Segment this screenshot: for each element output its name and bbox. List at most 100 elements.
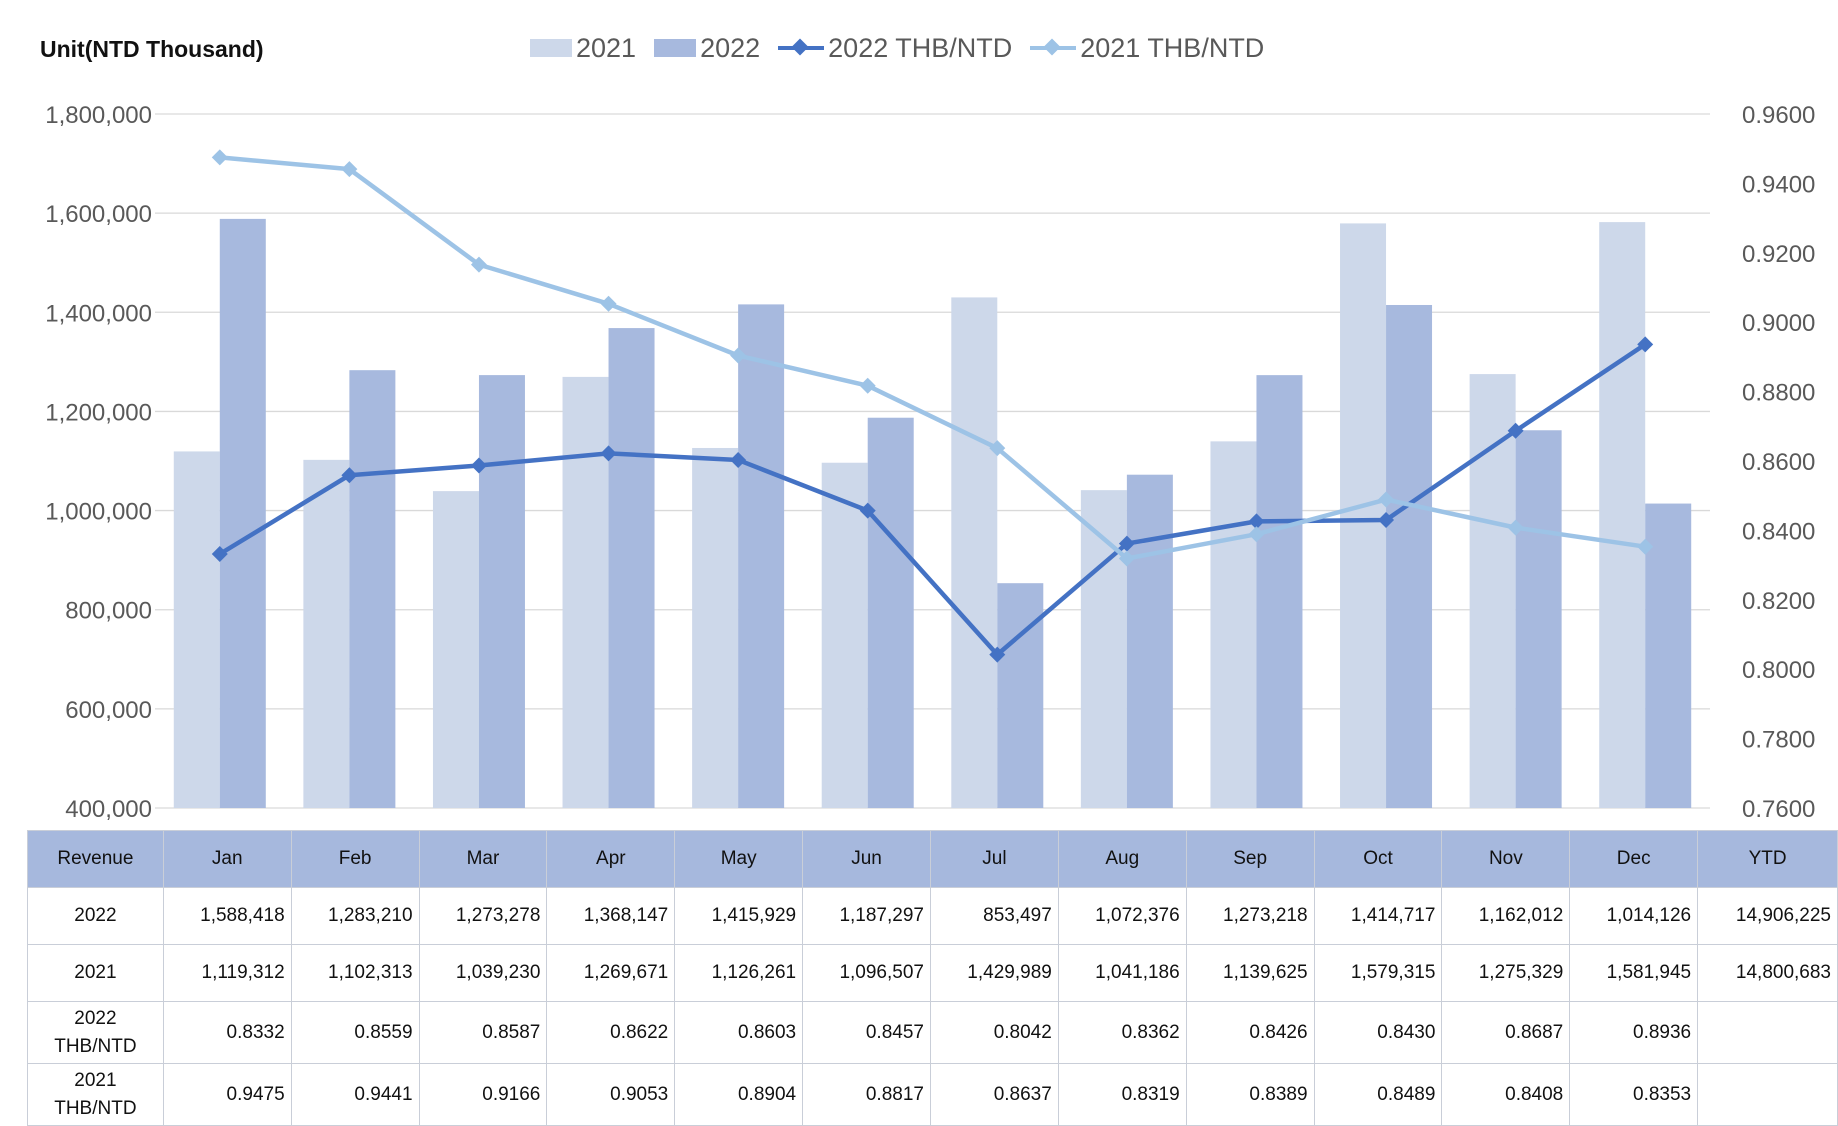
table-cell: 0.9441 [290, 1063, 420, 1126]
table-row-label: 2021 [27, 944, 164, 1002]
table-cell: 1,102,313 [290, 944, 420, 1002]
y-left-tick-label: 1,400,000 [45, 300, 152, 327]
table-header-apr: Apr [546, 830, 676, 888]
legend-label-2022: 2022 [700, 32, 761, 63]
table-cell: 1,273,278 [418, 887, 548, 945]
revenue-table: Revenue Jan Feb Mar Apr May Jun Jul Aug Sep Oct Nov… [27, 830, 1838, 1126]
bar-2022 [349, 370, 396, 808]
legend-marker-2022-thb-ntd [778, 39, 825, 57]
point-2021-thb-ntd [859, 377, 876, 394]
y-right-tick-label: 0.9200 [1742, 241, 1815, 268]
bar-2021 [1080, 490, 1127, 808]
table-header-ytd: YTD [1697, 830, 1838, 888]
legend-item-2021: 2021 [530, 33, 636, 64]
table-header-jun: Jun [802, 830, 931, 888]
table-cell [1697, 1063, 1838, 1126]
table-cell: 1,581,945 [1569, 944, 1699, 1002]
table-cell: 1,162,012 [1441, 887, 1571, 945]
table-cell: 1,283,210 [290, 887, 420, 945]
table-cell: 0.8362 [1057, 1001, 1187, 1064]
table-cell: 853,497 [929, 887, 1059, 945]
y-right-tick-label: 0.8000 [1742, 657, 1815, 684]
table-row-label: 2021 THB/NTD [27, 1063, 164, 1126]
bar-2022 [867, 417, 914, 808]
bar-2022 [608, 328, 655, 808]
bar-2021 [951, 297, 998, 808]
bar-2022 [1126, 474, 1173, 808]
table-cell: 1,139,625 [1185, 944, 1315, 1002]
table-header-feb: Feb [290, 830, 420, 888]
table-cell: 0.8430 [1313, 1001, 1443, 1064]
table-row: 2021 1,119,312 1,102,313 1,039,230 1,269,671… [27, 944, 1838, 1002]
bar-2021 [432, 491, 479, 808]
table-cell: 1,119,312 [162, 944, 292, 1002]
point-2022-thb-ntd [600, 445, 617, 462]
table-cell: 0.8353 [1569, 1063, 1699, 1126]
table-cell: 1,014,126 [1569, 887, 1699, 945]
table-cell: 0.8426 [1185, 1001, 1315, 1064]
bar-2021 [1210, 441, 1257, 808]
point-2021-thb-ntd [1507, 519, 1524, 536]
table-header-aug: Aug [1057, 830, 1187, 888]
bar-2021 [821, 462, 868, 808]
table-cell: 14,800,683 [1697, 944, 1838, 1002]
table-cell: 1,429,989 [929, 944, 1059, 1002]
point-2022-thb-ntd [989, 646, 1006, 663]
table-cell: 0.8389 [1185, 1063, 1315, 1126]
legend-label-2022-thb-ntd: 2022 THB/NTD [828, 32, 1013, 63]
y-right-tick-label: 0.9400 [1742, 171, 1815, 198]
table-cell: 0.8319 [1057, 1063, 1187, 1126]
legend-label-2021: 2021 [576, 32, 637, 63]
y-left-tick-label: 1,200,000 [45, 399, 152, 426]
bar-2021 [692, 447, 739, 808]
point-2021-thb-ntd [470, 256, 487, 273]
table-header-dec: Dec [1569, 830, 1699, 888]
y-right-tick-label: 0.8800 [1742, 380, 1815, 407]
point-2022-thb-ntd [1248, 513, 1265, 530]
table-cell: 1,041,186 [1057, 944, 1187, 1002]
table-header-sep: Sep [1185, 830, 1315, 888]
y-right-tick-label: 0.9600 [1742, 102, 1815, 129]
y-left-tick-label: 1,800,000 [45, 102, 152, 129]
table-cell: 0.9475 [162, 1063, 292, 1126]
unit-label: Unit(NTD Thousand) [40, 36, 264, 62]
table-cell: 0.8587 [418, 1001, 548, 1064]
table-cell: 1,096,507 [802, 944, 931, 1002]
series-line-2021-thb-ntd [219, 155, 1646, 561]
table-header-nov: Nov [1441, 830, 1571, 888]
chart-legend: 2021 2022 2022 THB/NTD 2021 THB/NTD [530, 28, 1282, 68]
y-right-tick-label: 0.9000 [1742, 310, 1815, 337]
legend-item-2022: 2022 [654, 33, 760, 64]
point-2021-thb-ntd [1118, 550, 1135, 567]
table-header-jan: Jan [162, 830, 292, 888]
table-header-may: May [674, 830, 804, 888]
point-2022-thb-ntd [1637, 336, 1654, 353]
table-header-oct: Oct [1313, 830, 1443, 888]
point-2021-thb-ntd [730, 347, 747, 364]
table-cell: 0.8637 [929, 1063, 1059, 1126]
point-2021-thb-ntd [341, 161, 358, 178]
point-2021-thb-ntd [989, 440, 1006, 457]
table-header-mar: Mar [418, 830, 548, 888]
table-cell: 1,187,297 [802, 887, 931, 945]
table-cell: 0.8622 [546, 1001, 676, 1064]
point-2022-thb-ntd [341, 467, 358, 484]
legend-swatch-2022 [654, 39, 697, 57]
bar-2022 [219, 218, 266, 808]
y-left-tick-label: 1,600,000 [45, 201, 152, 228]
table-row: 2022 1,588,418 1,283,210 1,273,278 1,368,147… [27, 887, 1838, 945]
table-cell: 0.8817 [802, 1063, 931, 1126]
bar-2021 [1469, 374, 1516, 808]
table-cell: 0.9053 [546, 1063, 676, 1126]
legend-label-2021-thb-ntd: 2021 THB/NTD [1080, 32, 1265, 63]
table-cell: 14,906,225 [1697, 887, 1838, 945]
point-2022-thb-ntd [1507, 422, 1524, 439]
table-cell: 0.8408 [1441, 1063, 1571, 1126]
bar-2022 [478, 375, 525, 808]
point-2022-thb-ntd [1118, 535, 1135, 552]
table-cell: 0.8559 [290, 1001, 420, 1064]
table-cell: 0.8904 [674, 1063, 804, 1126]
table-cell: 1,368,147 [546, 887, 676, 945]
bar-2021 [1599, 222, 1646, 809]
legend-item-2021-thb-ntd: 2021 THB/NTD [1030, 33, 1264, 64]
